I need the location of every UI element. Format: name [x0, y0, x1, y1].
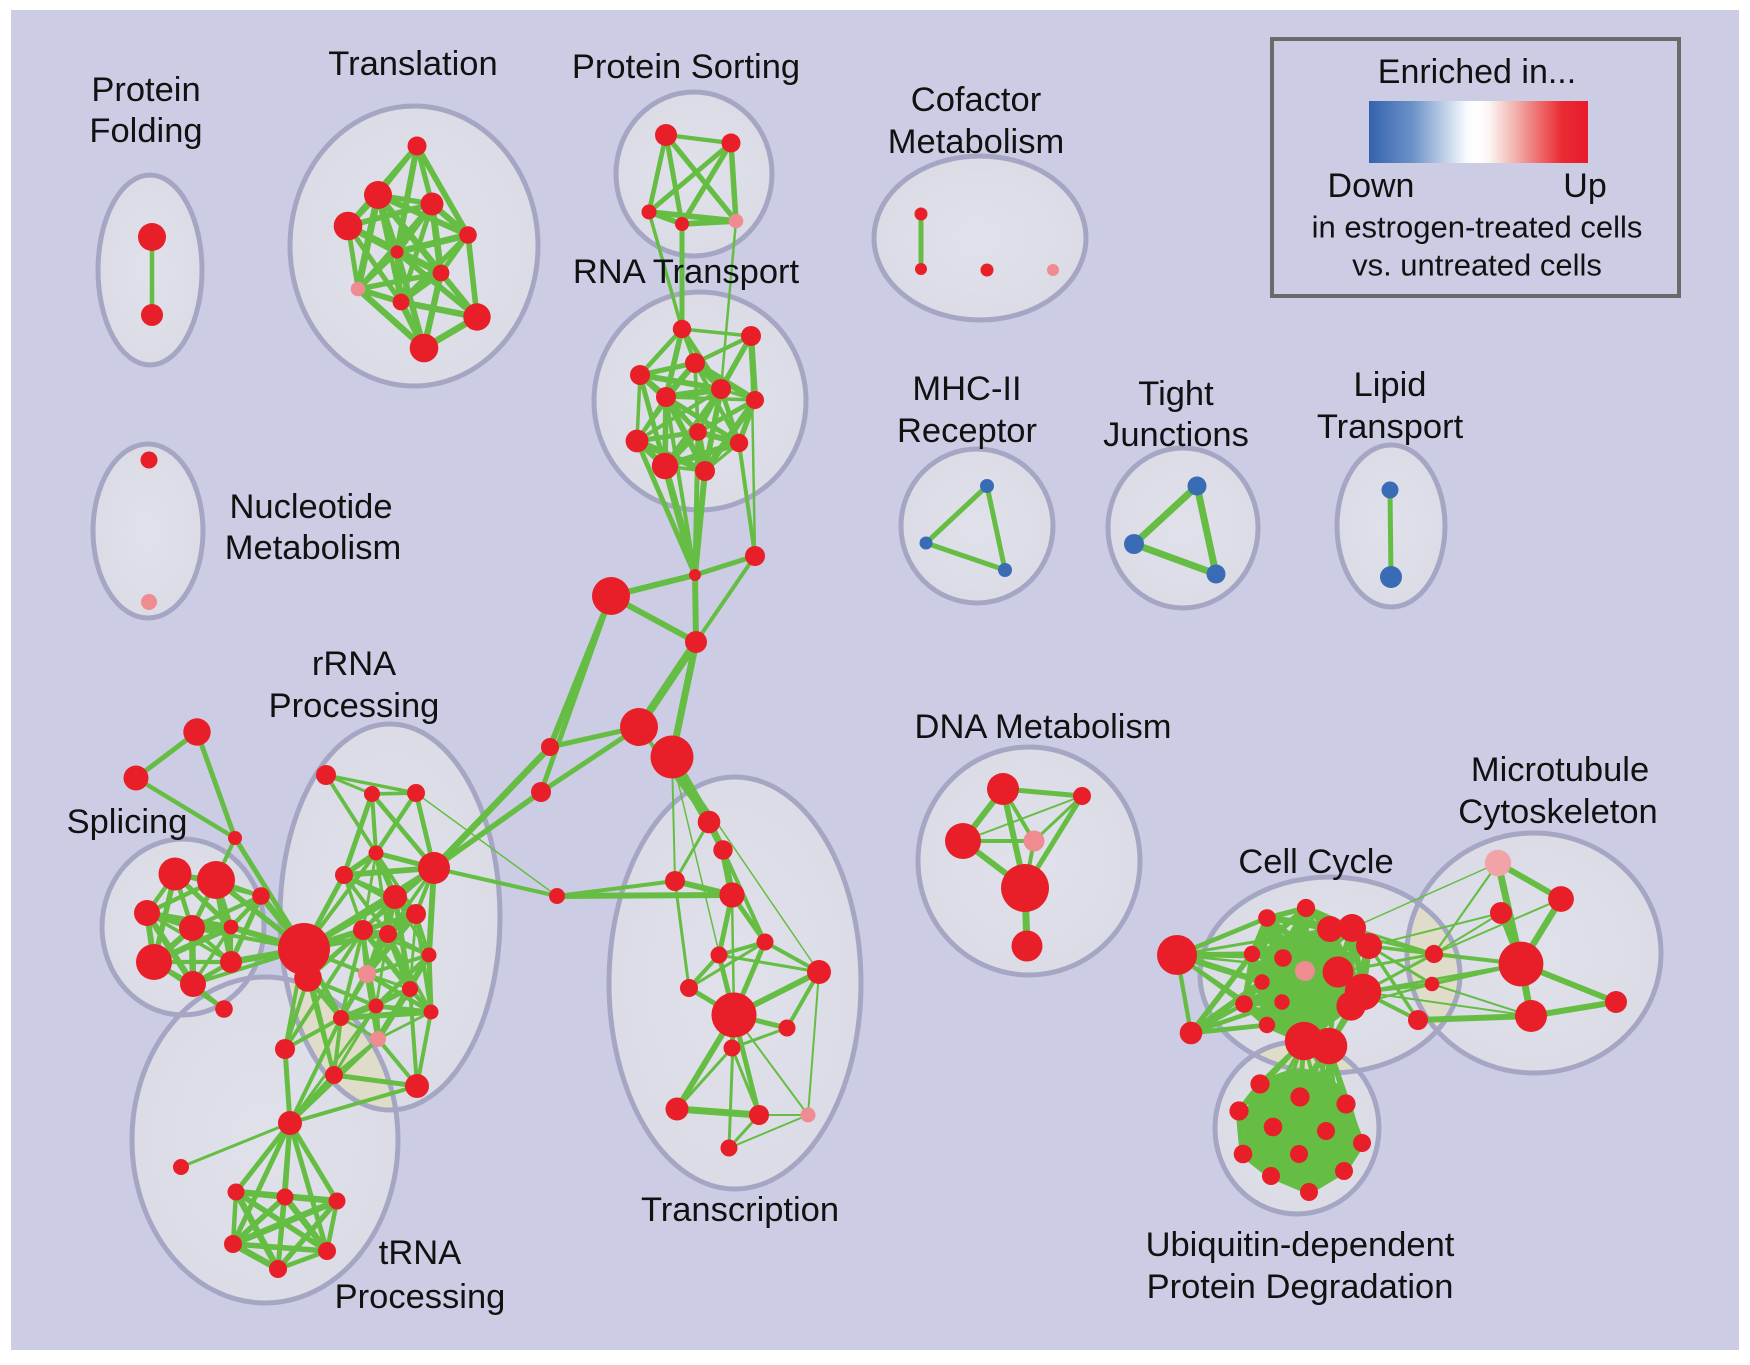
svg-text:Down: Down: [1328, 167, 1415, 205]
svg-text:Transport: Transport: [1317, 408, 1464, 446]
svg-text:tRNA: tRNA: [379, 1234, 461, 1272]
svg-text:Metabolism: Metabolism: [225, 529, 401, 567]
svg-text:MHC-II: MHC-II: [912, 370, 1021, 408]
svg-text:Processing: Processing: [335, 1278, 506, 1316]
svg-text:Junctions: Junctions: [1103, 416, 1249, 454]
svg-text:Cell Cycle: Cell Cycle: [1238, 843, 1393, 881]
svg-text:Nucleotide: Nucleotide: [229, 488, 392, 526]
svg-text:Protein: Protein: [91, 71, 200, 109]
svg-text:Transcription: Transcription: [641, 1191, 839, 1229]
svg-text:rRNA: rRNA: [312, 645, 396, 683]
svg-text:Protein Sorting: Protein Sorting: [572, 48, 800, 86]
svg-text:Processing: Processing: [269, 687, 440, 725]
svg-text:Microtubule: Microtubule: [1471, 751, 1649, 789]
svg-text:Cofactor: Cofactor: [911, 81, 1041, 119]
svg-text:Enriched in...: Enriched in...: [1378, 53, 1576, 91]
svg-text:RNA Transport: RNA Transport: [573, 253, 800, 291]
svg-text:in estrogen-treated cells: in estrogen-treated cells: [1312, 210, 1643, 245]
svg-text:Metabolism: Metabolism: [888, 123, 1064, 161]
svg-text:Lipid: Lipid: [1354, 366, 1427, 404]
svg-text:Up: Up: [1563, 167, 1606, 205]
svg-text:DNA Metabolism: DNA Metabolism: [915, 708, 1172, 746]
svg-text:Protein Degradation: Protein Degradation: [1147, 1268, 1454, 1306]
svg-text:Splicing: Splicing: [67, 803, 188, 841]
svg-text:Tight: Tight: [1138, 375, 1214, 413]
svg-text:Cytoskeleton: Cytoskeleton: [1458, 793, 1657, 831]
svg-text:Ubiquitin-dependent: Ubiquitin-dependent: [1146, 1226, 1455, 1264]
svg-text:Receptor: Receptor: [897, 412, 1037, 450]
svg-text:Translation: Translation: [328, 45, 497, 83]
svg-text:vs. untreated cells: vs. untreated cells: [1352, 248, 1602, 283]
svg-text:Folding: Folding: [89, 112, 202, 150]
